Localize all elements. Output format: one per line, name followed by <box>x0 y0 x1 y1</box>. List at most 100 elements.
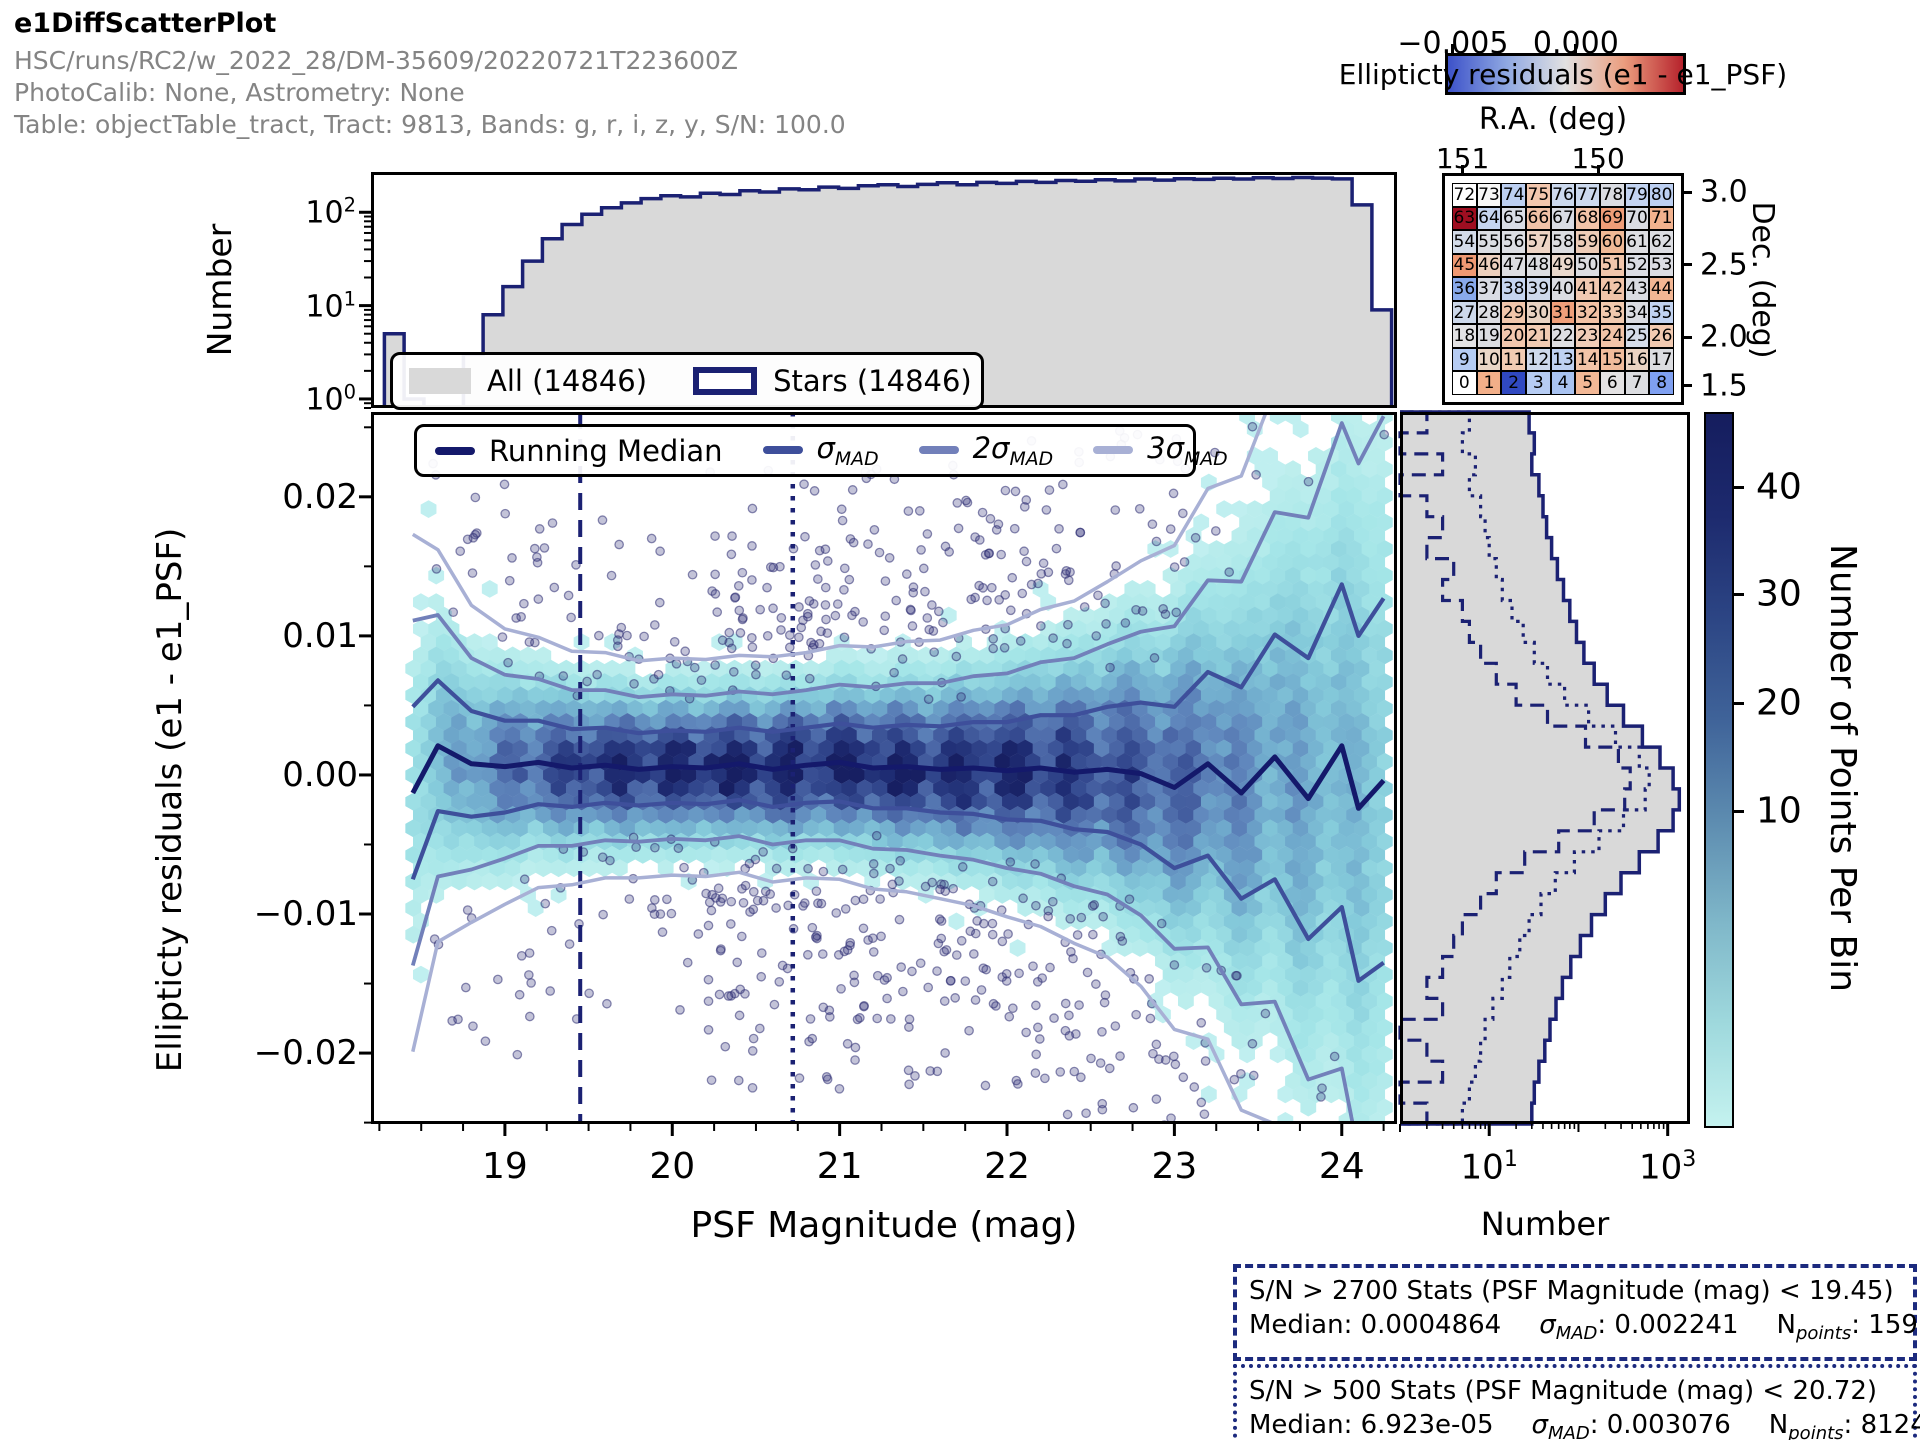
grid-cell: 63 <box>1452 206 1477 231</box>
stats-box-snr2700-values: Median: 0.0004864 σMAD: 0.002241 Npoints: … <box>1249 1310 1920 1345</box>
right-histogram <box>1398 410 1690 1136</box>
main-border <box>371 412 1397 1124</box>
grid-cell: 9 <box>1452 347 1477 372</box>
right-hist-snr500-dotted <box>1400 410 1651 1126</box>
main-xlabel: PSF Magnitude (mag) <box>690 1205 1078 1246</box>
grid-cell: 71 <box>1649 206 1674 231</box>
1sigma-lower-line <box>410 797 1385 983</box>
dec-tick-label: 2.0 <box>1700 319 1748 355</box>
grid-cell: 55 <box>1476 230 1502 254</box>
header-table-line: Table: objectTable_tract, Tract: 9813, B… <box>14 110 846 139</box>
legend-label-running-median: Running Median <box>489 433 723 468</box>
top-hist-ytick: 102 <box>305 193 356 231</box>
top-hist-ytick: 101 <box>305 287 356 325</box>
grid-cell: 34 <box>1624 300 1650 325</box>
running-median-line <box>410 743 1386 811</box>
main-axis-ticks <box>359 426 1385 1136</box>
main-ytick: 0.00 <box>282 754 358 795</box>
main-ytick: −0.02 <box>253 1033 358 1074</box>
stats-box-snr2700-title: S/N > 2700 Stats (PSF Magnitude (mag) < … <box>1249 1276 1894 1306</box>
header-calib-line: PhotoCalib: None, Astrometry: None <box>14 78 465 107</box>
colorbar-tick-mark <box>1732 485 1744 489</box>
grid-cell: 69 <box>1599 206 1625 231</box>
grid-cell: 76 <box>1550 183 1576 207</box>
grid-cell: 14 <box>1575 347 1600 372</box>
grid-cell: 72 <box>1452 183 1477 207</box>
header-run-line: HSC/runs/RC2/w_2022_28/DM-35609/20220721… <box>14 46 739 75</box>
legend-label-stars: Stars (14846) <box>773 364 972 398</box>
grid-cell: 29 <box>1501 300 1526 325</box>
main-xtick: 23 <box>1151 1146 1198 1187</box>
grid-cell: 5 <box>1575 371 1600 395</box>
colorbar-tick-mark <box>1732 702 1744 706</box>
grid-cell: 27 <box>1452 300 1477 325</box>
grid-cell: 19 <box>1476 324 1502 348</box>
top-hist-ytick: 100 <box>305 380 356 418</box>
grid-cell: 36 <box>1452 277 1477 301</box>
grid-cell: 23 <box>1575 324 1600 348</box>
mini-colorbar-tick-mark <box>1451 44 1455 53</box>
stats-box-snr500: S/N > 500 Stats (PSF Magnitude (mag) < 2… <box>1233 1364 1920 1440</box>
grid-cell: 31 <box>1550 300 1576 325</box>
colorbar-tick-label: 40 <box>1756 466 1802 508</box>
main-ytick: 0.01 <box>282 615 358 656</box>
grid-cell: 48 <box>1525 253 1551 278</box>
top-hist-ylabel: Number <box>200 223 239 357</box>
main-xtick: 22 <box>984 1146 1030 1187</box>
radec-heatmap-grid: 72 73 74 75 76 77 78 79 80 63 64 65 66 67 68 69 70 71 54 55… <box>1442 173 1684 405</box>
grid-cell: 75 <box>1525 183 1551 207</box>
grid-cell: 70 <box>1624 206 1650 231</box>
grid-cell: 56 <box>1501 230 1526 254</box>
grid-cell: 38 <box>1501 277 1526 301</box>
top-hist-yticks <box>359 210 371 409</box>
main-xtick: 24 <box>1318 1146 1365 1187</box>
grid-cell: 7 <box>1624 371 1650 395</box>
stats-box-snr2700: S/N > 2700 Stats (PSF Magnitude (mag) < … <box>1233 1264 1920 1362</box>
grid-cell: 0 <box>1452 371 1477 395</box>
grid-cell: 67 <box>1550 206 1576 231</box>
dec-tick-mark <box>1684 335 1692 339</box>
colorbar-tick-mark <box>1732 809 1744 813</box>
grid-cell: 22 <box>1550 324 1576 348</box>
main-ylabel: Ellipticty residuals (e1 - e1_PSF) <box>150 527 190 1073</box>
dec-tick-label: 3.0 <box>1700 174 1748 210</box>
colorbar-tick-label: 20 <box>1756 682 1802 724</box>
ra-tick-mark <box>1461 165 1465 173</box>
grid-cell: 68 <box>1575 206 1600 231</box>
grid-cell: 52 <box>1624 253 1650 278</box>
2sigma-upper-line <box>412 415 1386 700</box>
main-xtick: 20 <box>649 1146 696 1187</box>
main-scatter-plot <box>359 412 1397 1136</box>
top-hist-series <box>382 175 1394 410</box>
mini-colorbar-tick-label: 0.000 <box>1532 26 1619 61</box>
legend-swatch-2sigma-mad <box>918 446 959 455</box>
grid-cell: 64 <box>1476 206 1502 231</box>
grid-cell: 65 <box>1501 206 1526 231</box>
legend-swatch-all <box>409 368 471 394</box>
mini-colorbar <box>1445 53 1686 95</box>
right-hist-xlabel: Number <box>1480 1205 1610 1243</box>
grid-cell: 17 <box>1649 347 1674 372</box>
stats-box-snr500-title: S/N > 500 Stats (PSF Magnitude (mag) < 2… <box>1249 1376 1878 1406</box>
grid-cell: 39 <box>1525 277 1551 301</box>
page-title: e1DiffScatterPlot <box>14 8 277 39</box>
grid-cell: 2 <box>1501 371 1526 395</box>
right-hist-xtick: 103 <box>1639 1146 1697 1188</box>
grid-cell: 80 <box>1649 183 1674 207</box>
3sigma-lower-line <box>411 870 1277 1124</box>
grid-cell: 24 <box>1599 324 1625 348</box>
series-all-fill <box>384 177 1392 408</box>
points-per-bin-colorbar <box>1704 412 1734 1128</box>
grid-cell: 42 <box>1599 277 1625 301</box>
right-hist-all-step <box>1400 410 1682 1126</box>
dec-tick-label: 1.5 <box>1700 368 1748 404</box>
legend-label-all: All (14846) <box>487 364 648 398</box>
legend-swatch-running-median <box>435 446 475 455</box>
mini-colorbar-tick-label: −0.005 <box>1397 26 1509 61</box>
grid-cell: 50 <box>1575 253 1600 278</box>
stats-box-snr500-values: Median: 6.923e-05 σMAD: 0.003076 Npoints: … <box>1249 1410 1920 1440</box>
radec-xlabel: R.A. (deg) <box>1478 102 1628 137</box>
3sigma-upper-line <box>411 412 1269 663</box>
colorbar-tick-label: 10 <box>1756 790 1802 832</box>
